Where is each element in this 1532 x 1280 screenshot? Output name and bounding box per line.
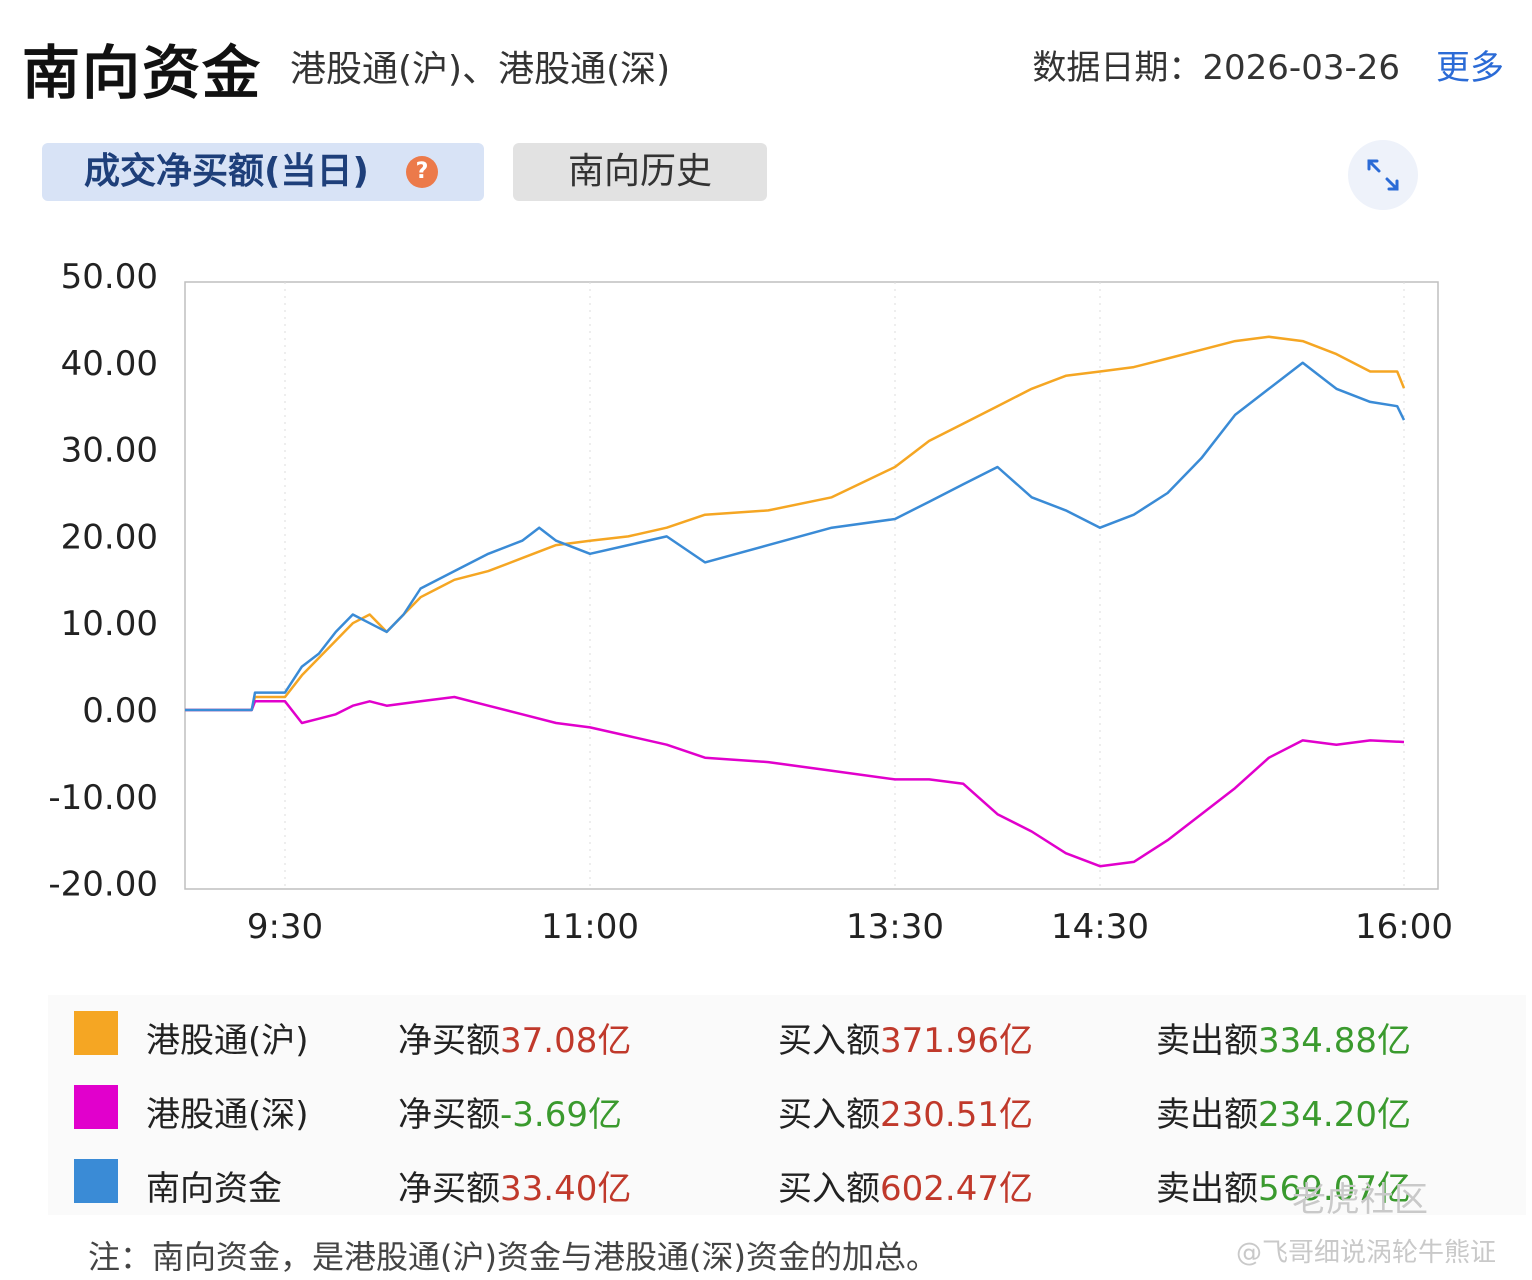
watermark-brand: 老虎社区 bbox=[1292, 1180, 1428, 1220]
y-tick-label: 10.00 bbox=[61, 604, 158, 644]
plot-area bbox=[184, 281, 1439, 890]
y-tick-label: 0.00 bbox=[82, 691, 158, 731]
y-tick-label: -10.00 bbox=[48, 778, 158, 818]
x-tick-label: 16:00 bbox=[1355, 907, 1453, 947]
tab-net-buy-today-label: 成交净买额(当日) bbox=[84, 151, 369, 192]
header: 南向资金 港股通(沪)、港股通(深) 数据日期：2026-03-26 更多 bbox=[22, 22, 1512, 107]
footnote: 注：南向资金，是港股通(沪)资金与港股通(深)资金的加总。 bbox=[88, 1238, 938, 1276]
legend-buy: 买入额602.47亿 bbox=[778, 1169, 1033, 1209]
expand-button[interactable] bbox=[1348, 140, 1418, 210]
help-icon[interactable]: ? bbox=[406, 156, 438, 188]
grid-lines bbox=[284, 282, 1405, 889]
y-axis-ticks: 50.00 40.00 30.00 20.00 10.00 0.00 -10.00 -20.0… bbox=[48, 257, 158, 905]
data-date: 数据日期：2026-03-26 bbox=[1032, 48, 1400, 88]
expand-icon bbox=[1367, 159, 1399, 191]
legend-swatch-shen bbox=[74, 1085, 118, 1129]
legend-swatch-hu bbox=[74, 1011, 118, 1055]
x-axis-ticks: 9:30 11:00 13:30 14:30 16:00 bbox=[247, 907, 1453, 947]
legend-name: 港股通(沪) bbox=[146, 1021, 309, 1061]
legend-buy: 买入额230.51亿 bbox=[778, 1095, 1033, 1135]
series-line-hu bbox=[185, 335, 1406, 712]
watermark-author: @飞哥细说涡轮牛熊证 bbox=[1236, 1238, 1497, 1268]
legend-net: 净买额33.40亿 bbox=[398, 1169, 632, 1209]
legend-net: 净买额37.08亿 bbox=[398, 1021, 632, 1061]
legend-row-shen: 港股通(深) 净买额-3.69亿 买入额230.51亿 卖出额234.20亿 bbox=[48, 1073, 1526, 1135]
page-title: 南向资金 bbox=[22, 39, 263, 107]
legend-sell: 卖出额334.88亿 bbox=[1156, 1021, 1411, 1061]
y-tick-label: 50.00 bbox=[61, 257, 158, 297]
legend-table: 港股通(沪) 净买额37.08亿 买入额371.96亿 卖出额334.88亿 港… bbox=[48, 995, 1526, 1215]
legend-row-total: 南向资金 净买额33.40亿 买入额602.47亿 卖出额569.07亿 bbox=[48, 1147, 1526, 1209]
legend-net: 净买额-3.69亿 bbox=[398, 1095, 622, 1135]
legend-swatch-total bbox=[74, 1159, 118, 1203]
net-buy-line-chart: 50.00 40.00 30.00 20.00 10.00 0.00 -10.00 -20.0… bbox=[48, 257, 1453, 947]
y-tick-label: 30.00 bbox=[61, 431, 158, 471]
more-link[interactable]: 更多 bbox=[1436, 48, 1504, 88]
x-tick-label: 11:00 bbox=[541, 907, 639, 947]
legend-name: 南向资金 bbox=[146, 1169, 282, 1209]
series-lines bbox=[185, 335, 1406, 868]
y-tick-label: 20.00 bbox=[61, 517, 158, 557]
y-tick-label: 40.00 bbox=[61, 344, 158, 384]
x-tick-label: 14:30 bbox=[1051, 907, 1149, 947]
x-tick-label: 9:30 bbox=[247, 907, 323, 947]
legend-sell: 卖出额569.07亿 bbox=[1156, 1169, 1411, 1209]
series-line-shen bbox=[185, 695, 1405, 868]
legend-buy: 买入额371.96亿 bbox=[778, 1021, 1033, 1061]
tab-net-buy-today[interactable]: 成交净买额(当日) ? bbox=[42, 143, 484, 201]
y-tick-label: -20.00 bbox=[48, 865, 158, 905]
tab-southbound-history[interactable]: 南向历史 bbox=[513, 143, 767, 201]
series-line-total bbox=[185, 361, 1406, 712]
x-tick-label: 13:30 bbox=[846, 907, 944, 947]
page-subtitle: 港股通(沪)、港股通(深) bbox=[290, 49, 671, 90]
legend-row-hu: 港股通(沪) 净买额37.08亿 买入额371.96亿 卖出额334.88亿 bbox=[48, 999, 1526, 1061]
legend-sell: 卖出额234.20亿 bbox=[1156, 1095, 1411, 1135]
legend-name: 港股通(深) bbox=[146, 1095, 309, 1135]
